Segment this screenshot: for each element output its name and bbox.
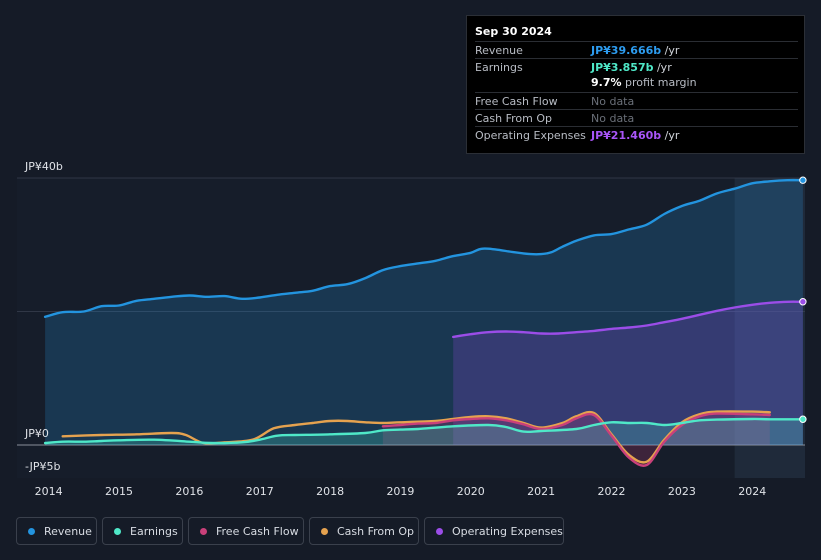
- x-tick-label: 2014: [35, 485, 63, 498]
- operating-expenses-endpoint-marker: [799, 298, 807, 306]
- tooltip-row-cfo: Cash From Op No data: [475, 109, 798, 126]
- legend-operating-expenses[interactable]: Operating Expenses: [424, 517, 564, 545]
- revenue-area: [45, 180, 803, 445]
- tooltip-row-fcf: Free Cash Flow No data: [475, 92, 798, 109]
- cash-from-op-dot-icon: [321, 527, 328, 535]
- tooltip-date: Sep 30 2024: [475, 25, 552, 38]
- earnings-dot-icon: [114, 527, 121, 535]
- operating-expenses-dot-icon: [436, 527, 443, 535]
- x-tick-label: 2020: [457, 485, 485, 498]
- earnings-line: [43, 417, 805, 445]
- free-cash-flow-line: [381, 412, 771, 467]
- tooltip-value-earnings: JP¥3.857b /yr: [591, 61, 672, 74]
- tooltip-label: Operating Expenses: [475, 129, 586, 142]
- free-cash-flow-area: [382, 413, 770, 466]
- y-tick-label: -JP¥5b: [25, 460, 60, 473]
- legend-label: Free Cash Flow: [216, 524, 299, 538]
- legend-earnings[interactable]: Earnings: [102, 517, 183, 545]
- tooltip-value-fcf: No data: [591, 95, 635, 108]
- earnings-endpoint-marker: [799, 415, 807, 423]
- tooltip-profit-margin: 9.7% profit margin: [591, 76, 697, 89]
- tooltip-label: Revenue: [475, 44, 523, 57]
- legend-label: Revenue: [44, 524, 92, 538]
- tooltip-label: Free Cash Flow: [475, 95, 558, 108]
- revenue-line: [43, 178, 805, 318]
- tooltip-value-cfo: No data: [591, 112, 635, 125]
- y-tick-label: JP¥0: [24, 427, 49, 440]
- legend-revenue[interactable]: Revenue: [16, 517, 97, 545]
- x-tick-label: 2022: [598, 485, 626, 498]
- x-tick-label: 2018: [316, 485, 344, 498]
- highlight-region: [734, 178, 805, 478]
- x-tick-label: 2023: [668, 485, 696, 498]
- tooltip-row-revenue: Revenue JP¥39.666b /yr: [475, 41, 798, 58]
- tooltip-value-opex: JP¥21.460b /yr: [591, 129, 680, 142]
- revenue-dot-icon: [28, 527, 35, 535]
- legend-label: Cash From Op: [337, 524, 415, 538]
- legend-free-cash-flow[interactable]: Free Cash Flow: [188, 517, 304, 545]
- x-tick-label: 2019: [386, 485, 414, 498]
- tooltip-value-revenue: JP¥39.666b /yr: [591, 44, 680, 57]
- revenue-endpoint-marker: [799, 176, 807, 184]
- legend-label: Operating Expenses: [452, 524, 563, 538]
- tooltip-label: Cash From Op: [475, 112, 553, 125]
- free-cash-flow-dot-icon: [200, 527, 207, 535]
- y-tick-label: JP¥40b: [24, 160, 63, 173]
- x-tick-label: 2024: [738, 485, 766, 498]
- tooltip-row-opex: Operating Expenses JP¥21.460b /yr: [475, 126, 798, 143]
- tooltip-row-earnings: Earnings JP¥3.857b /yr: [475, 58, 798, 75]
- operating-expenses-area: [453, 301, 803, 445]
- x-tick-label: 2017: [246, 485, 274, 498]
- x-tick-label: 2016: [175, 485, 203, 498]
- tooltip-label: Earnings: [475, 61, 523, 74]
- x-tick-label: 2015: [105, 485, 133, 498]
- tooltip-panel: Sep 30 2024 Revenue JP¥39.666b /yr Earni…: [466, 15, 805, 154]
- x-tick-label: 2021: [527, 485, 555, 498]
- legend-cash-from-op[interactable]: Cash From Op: [309, 517, 419, 545]
- operating-expenses-line: [452, 300, 805, 339]
- legend-label: Earnings: [130, 524, 178, 538]
